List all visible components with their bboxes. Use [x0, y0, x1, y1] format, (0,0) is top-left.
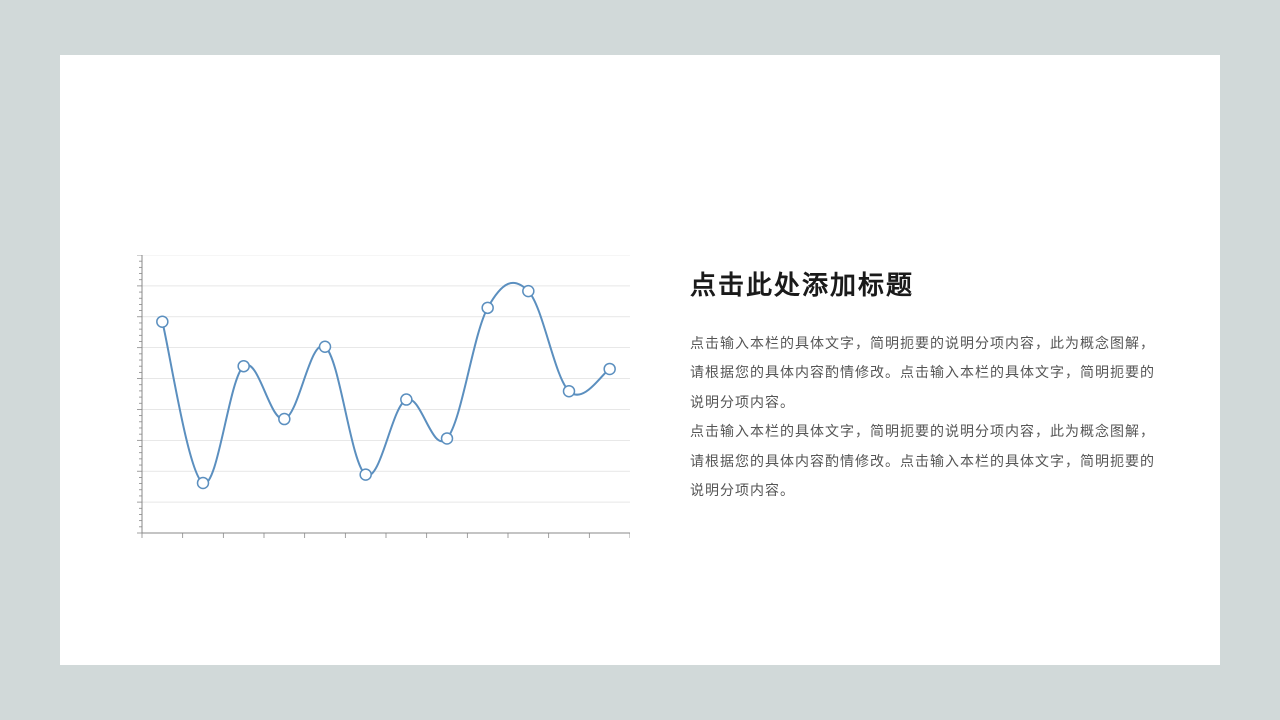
- body-paragraph-1: 点击输入本栏的具体文字，简明扼要的说明分项内容，此为概念图解，请根据您的具体内容…: [690, 330, 1160, 418]
- text-block: 点击此处添加标题 点击输入本栏的具体文字，简明扼要的说明分项内容，此为概念图解，…: [690, 265, 1160, 506]
- slide-card: 点击此处添加标题 点击输入本栏的具体文字，简明扼要的说明分项内容，此为概念图解，…: [60, 55, 1220, 665]
- slide-title: 点击此处添加标题: [690, 265, 1160, 302]
- line-chart: [130, 255, 630, 545]
- body-paragraph-2: 点击输入本栏的具体文字，简明扼要的说明分项内容，此为概念图解，请根据您的具体内容…: [690, 418, 1160, 506]
- chart-svg: [130, 255, 630, 545]
